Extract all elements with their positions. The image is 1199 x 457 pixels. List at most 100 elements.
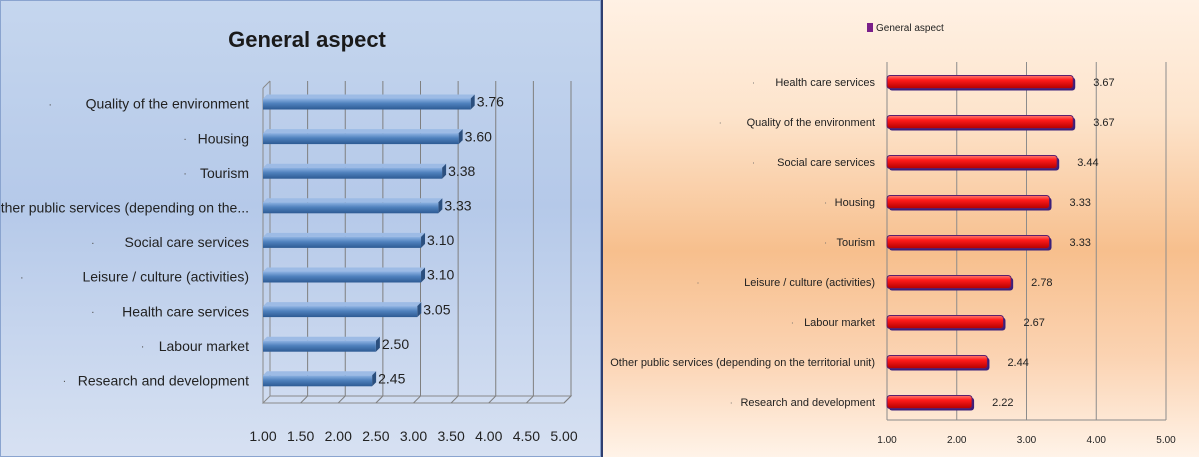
category-label: Health care services xyxy=(775,77,875,89)
bar xyxy=(886,275,1012,289)
x-tick-label: 4.00 xyxy=(475,428,502,444)
bullet-glyph: · xyxy=(824,197,827,207)
gridline-floor xyxy=(300,395,308,404)
bar xyxy=(263,340,376,352)
gridline-floor xyxy=(526,395,534,404)
bar xyxy=(886,395,973,409)
data-label: 2.78 xyxy=(1031,277,1052,289)
x-tick-label: 1.00 xyxy=(877,435,897,446)
bar xyxy=(263,236,422,248)
bar xyxy=(886,355,988,369)
bar-top xyxy=(263,302,422,307)
bar xyxy=(263,98,471,110)
category-label: Tourism xyxy=(200,165,249,181)
bullet-glyph: · xyxy=(183,168,187,180)
chart-panel-left: General aspect 1.00 1.50 2.00 2.50 3.00 3.50 4.… xyxy=(0,0,601,457)
bar xyxy=(886,155,1058,169)
chart-panel-right: General aspect 1.00 2.00 3.00 4.00 5.00 3.67 He… xyxy=(603,0,1199,457)
bar-top xyxy=(263,267,426,272)
panel-separator xyxy=(601,0,603,457)
bar xyxy=(263,202,439,214)
category-label: Housing xyxy=(835,197,875,209)
bar xyxy=(263,375,373,387)
category-label: Social care services xyxy=(125,234,250,250)
category-label: Tourism xyxy=(836,237,875,249)
x-tick-label: 2.00 xyxy=(325,428,352,444)
category-label: Quality of the environment xyxy=(86,96,250,112)
bullet-glyph: · xyxy=(183,134,187,146)
x-tick-label: 4.00 xyxy=(1087,435,1107,446)
bar-top xyxy=(263,94,475,99)
gridline-floor xyxy=(337,395,346,404)
bar-end xyxy=(458,129,463,145)
bar xyxy=(886,235,1051,249)
category-label: Research and development xyxy=(78,373,249,389)
x-tick-label: 5.00 xyxy=(550,428,577,444)
data-label: 2.22 xyxy=(992,397,1013,409)
category-label: Research and development xyxy=(740,397,875,409)
data-label: 3.76 xyxy=(477,94,504,110)
bar xyxy=(886,75,1074,89)
data-label: 2.67 xyxy=(1023,317,1044,329)
category-label: Health care services xyxy=(122,303,249,319)
bullet-glyph: · xyxy=(63,376,67,388)
category-label: Quality of the environment xyxy=(747,117,875,129)
bullet-glyph: · xyxy=(824,237,827,247)
bar-chart-right: General aspect 1.00 2.00 3.00 4.00 5.00 3.67 He… xyxy=(610,23,1176,446)
bar-end xyxy=(421,232,426,248)
data-label: 2.44 xyxy=(1007,357,1028,369)
x-tick-label: 3.00 xyxy=(400,428,427,444)
category-label: Labour market xyxy=(159,338,249,354)
x-tick-label: 5.00 xyxy=(1156,435,1176,446)
x-tick-label: 2.50 xyxy=(362,428,389,444)
data-label: 2.50 xyxy=(382,336,409,352)
category-label: Social care services xyxy=(777,157,875,169)
bullet-glyph: · xyxy=(752,157,755,167)
x-tick-label: 4.50 xyxy=(513,428,540,444)
bullet-glyph: · xyxy=(791,317,794,327)
category-label: Labour market xyxy=(804,317,875,329)
gridline-floor xyxy=(413,395,421,404)
x-tick-label: 1.00 xyxy=(249,428,276,444)
bullet-glyph: · xyxy=(91,307,95,319)
bar-end xyxy=(421,267,426,283)
bullet-glyph: · xyxy=(48,99,52,111)
bar-end xyxy=(470,94,475,110)
data-label: 3.60 xyxy=(465,128,492,144)
data-label: 3.44 xyxy=(1077,157,1098,169)
category-label: Housing xyxy=(198,130,249,146)
category-label: Other public services (depending on the.… xyxy=(1,200,249,216)
bar-top xyxy=(263,336,380,341)
bar-top xyxy=(263,198,443,203)
data-label: 3.67 xyxy=(1093,117,1114,129)
bar-end xyxy=(417,302,422,318)
bullet-glyph: · xyxy=(20,272,24,284)
data-label: 3.67 xyxy=(1093,77,1114,89)
bar xyxy=(263,167,443,179)
bar xyxy=(263,271,422,283)
chart-title: General aspect xyxy=(228,27,386,52)
gridline-floor xyxy=(563,395,572,404)
data-label: 3.05 xyxy=(423,301,450,317)
data-label: 3.10 xyxy=(427,267,454,283)
side-wall-top-edge xyxy=(262,80,271,89)
bullet-glyph: · xyxy=(730,397,733,407)
bar xyxy=(263,133,459,145)
x-tick-label: 2.00 xyxy=(947,435,967,446)
category-label: Other public services (depending on the … xyxy=(610,357,875,369)
bar xyxy=(263,306,418,318)
bar-end xyxy=(375,336,380,352)
bar xyxy=(886,115,1074,129)
data-label: 3.10 xyxy=(427,232,454,248)
bar-top xyxy=(263,163,447,168)
x-tick-label: 3.50 xyxy=(438,428,465,444)
legend-label: General aspect xyxy=(876,23,944,34)
data-label: 3.33 xyxy=(1070,237,1091,249)
bar xyxy=(886,315,1004,329)
bar-top xyxy=(263,129,463,134)
x-tick-label: 1.50 xyxy=(287,428,314,444)
bar xyxy=(886,195,1051,209)
bar-end xyxy=(372,371,377,387)
data-label: 2.45 xyxy=(378,371,405,387)
category-label: Leisure / culture (activities) xyxy=(82,269,249,285)
